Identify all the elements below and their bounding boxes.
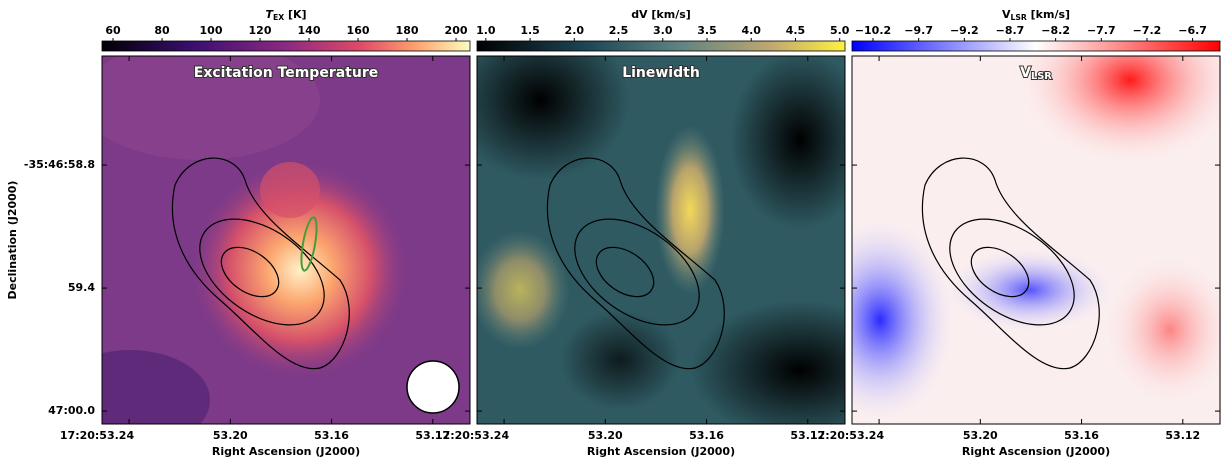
- colorbar-tick-label: −10.2: [855, 24, 891, 37]
- label: VLSR: [1020, 65, 1052, 82]
- label: TEX [K]: [265, 8, 306, 22]
- x-tick-label: 53.12: [415, 429, 450, 442]
- x-tick-label: 53.16: [314, 429, 349, 442]
- colorbar-tick-label: 60: [105, 24, 121, 37]
- frame: [101, 55, 471, 425]
- frame: [851, 55, 1221, 425]
- colorbar-tick-label: 5.0: [830, 24, 850, 37]
- image-velocity: [852, 56, 1221, 424]
- image-temperature: [102, 56, 470, 424]
- colorbar-tick-label: 200: [445, 24, 468, 37]
- x-tick-label: 17:20:53.24: [60, 429, 135, 442]
- colorbar-tick-label: −7.7: [1087, 24, 1116, 37]
- colorbar: [476, 40, 846, 52]
- y-tick-label: 47:00.0: [48, 404, 95, 417]
- label: Excitation Temperature: [194, 65, 378, 81]
- colorbar-tick-label: 1.5: [520, 24, 540, 37]
- y-axis-label: Declination (J2000): [6, 181, 19, 300]
- colorbar: [101, 40, 471, 52]
- colorbar-tick-label: 160: [347, 24, 370, 37]
- colorbar-tick-label: 3.0: [653, 24, 673, 37]
- y-tick-label: -35:46:58.8: [24, 158, 95, 171]
- x-axis-label: Right Ascension (J2000): [587, 445, 735, 458]
- frame: [476, 55, 846, 425]
- colorbar-tick-label: 2.0: [565, 24, 585, 37]
- colorbar-tick-label: −6.7: [1178, 24, 1207, 37]
- label-part: [km/s]: [1027, 8, 1070, 21]
- label-part: [K]: [284, 8, 306, 21]
- x-axis-label: Right Ascension (J2000): [962, 445, 1110, 458]
- x-tick-label: 17:20:53.24: [810, 429, 885, 442]
- colorbar-tick-label: 1.0: [476, 24, 496, 37]
- label-part: V: [1020, 65, 1031, 81]
- colorbar-tick-label: 4.5: [786, 24, 806, 37]
- x-tick-label: 53.12: [790, 429, 825, 442]
- colorbar-tick-label: 180: [396, 24, 419, 37]
- label-part: LSR: [1010, 13, 1026, 22]
- label: dV [km/s]: [631, 8, 691, 21]
- x-tick-label: 53.20: [963, 429, 998, 442]
- colorbar-tick-label: 80: [154, 24, 170, 37]
- y-tick-label: 59.4: [68, 281, 95, 294]
- label-part: EX: [273, 13, 284, 22]
- x-axis-label: Right Ascension (J2000): [212, 445, 360, 458]
- image-linewidth: [477, 56, 845, 424]
- label-part: dV [km/s]: [631, 8, 691, 21]
- colorbar-tick-label: 4.0: [741, 24, 761, 37]
- colorbar-tick-label: −9.2: [950, 24, 979, 37]
- label-part: LSR: [1031, 71, 1052, 82]
- colorbar-tick-label: 2.5: [609, 24, 629, 37]
- x-tick-label: 53.20: [213, 429, 248, 442]
- x-tick-label: 53.16: [1064, 429, 1099, 442]
- x-tick-label: 53.20: [588, 429, 623, 442]
- colorbar-tick-label: 3.5: [697, 24, 717, 37]
- label-part: T: [265, 8, 274, 21]
- label: VLSR [km/s]: [1002, 8, 1070, 22]
- colorbar-tick-label: −9.7: [904, 24, 933, 37]
- label-part: V: [1002, 8, 1011, 21]
- colorbar-tick-label: −8.7: [996, 24, 1025, 37]
- colorbar-tick-label: 120: [249, 24, 272, 37]
- colorbar-tick-label: −7.2: [1133, 24, 1162, 37]
- colorbar: [851, 40, 1221, 52]
- colorbar-tick-label: −8.2: [1041, 24, 1070, 37]
- x-tick-label: 53.12: [1165, 429, 1200, 442]
- colorbar-tick-label: 140: [298, 24, 321, 37]
- x-tick-label: 53.16: [689, 429, 724, 442]
- x-tick-label: 17:20:53.24: [435, 429, 510, 442]
- colorbar-tick-label: 100: [200, 24, 223, 37]
- label: Linewidth: [622, 65, 700, 81]
